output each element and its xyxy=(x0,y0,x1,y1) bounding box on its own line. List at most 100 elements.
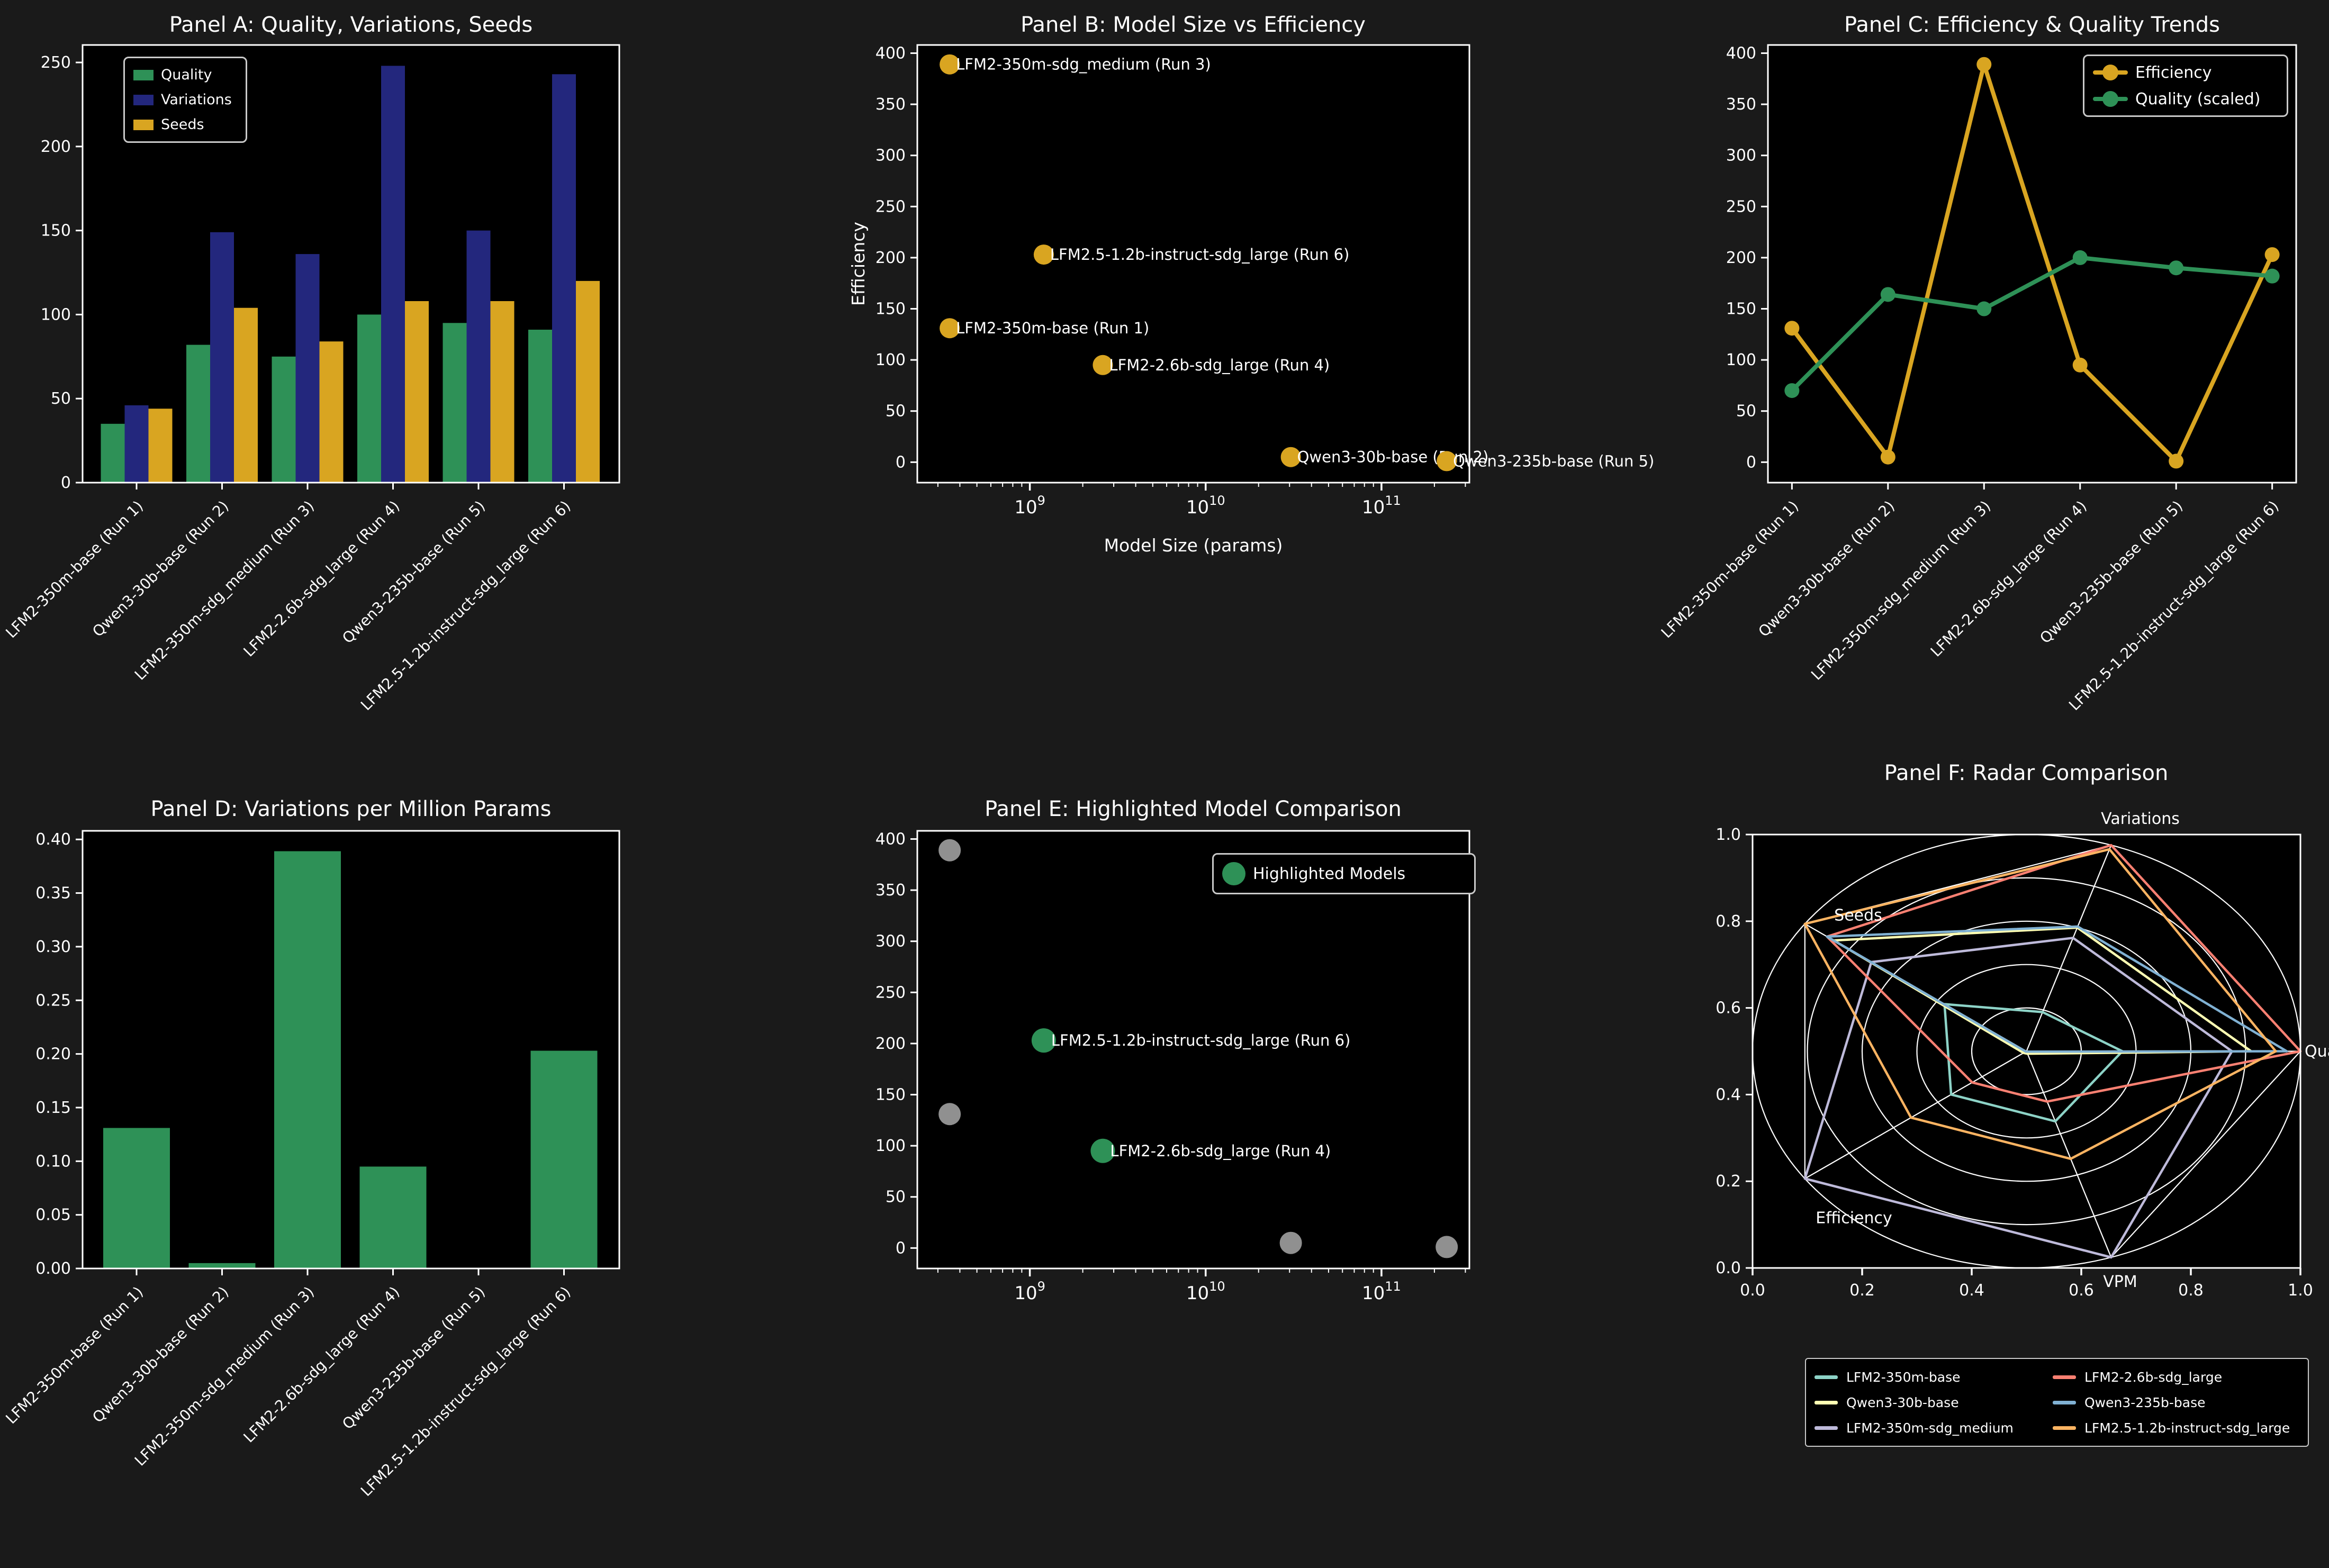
point-label: LFM2.5-1.2b-instruct-sdg_large (Run 6) xyxy=(1051,1031,1350,1049)
bar-quality-4 xyxy=(357,314,381,483)
y-tick-label: 200 xyxy=(41,138,71,156)
y-tick-label: 0.30 xyxy=(35,938,71,956)
x-tick-label: 0.2 xyxy=(1849,1281,1875,1300)
model-1-swatch xyxy=(1815,1375,1838,1379)
x-tick-label: LFM2.5-1.2b-instruct-sdg_large (Run 6) xyxy=(2065,497,2282,714)
y-tick-label: 0.05 xyxy=(35,1206,71,1225)
scatter-point xyxy=(1280,447,1301,467)
line-marker xyxy=(1784,321,1800,336)
x-tick-label: 109 xyxy=(1014,493,1045,518)
line-marker xyxy=(1880,287,1895,302)
panel-f-plot: 0.0 0.0 0.2 0.2 0.4 0.4 0.6 0.6 0.8 0.8 1.0 1.0 Qual… xyxy=(1716,810,2329,1300)
radar-axis-label-variations: Variations xyxy=(2101,810,2180,828)
bar-seeds-1 xyxy=(148,409,173,483)
model-2-swatch xyxy=(1815,1400,1838,1404)
panel-a-title: Panel A: Quality, Variations, Seeds xyxy=(169,13,533,37)
radar-series-LFM2-2.6b-sdg_large xyxy=(1826,844,2302,1103)
radar-series-Qwen3-235b-base xyxy=(1826,925,2288,1053)
y-tick-label: 150 xyxy=(41,222,71,240)
y-tick-label: 0.10 xyxy=(35,1152,71,1171)
legend-item-model-4: LFM2-2.6b-sdg_large xyxy=(2047,1364,2305,1390)
panel-d-title: Panel D: Variations per Million Params xyxy=(150,797,552,821)
legend-item-model-3: LFM2-350m-sdg_medium xyxy=(1809,1415,2047,1440)
highlighted-dot xyxy=(1222,862,1245,885)
y-tick-label: 0.2 xyxy=(1716,1172,1741,1191)
legend-item-efficiency: Efficiency xyxy=(2084,59,2287,86)
panel-b-plot: 109 1010 1011 0 50 100 150 200 250 300 350 400 LFM2-… xyxy=(848,44,1654,556)
y-tick-label: 150 xyxy=(875,1086,906,1104)
y-tick-label: 100 xyxy=(41,305,71,324)
scatter-point xyxy=(1436,1236,1458,1258)
bar-vpm-4 xyxy=(359,1166,427,1268)
x-tick-label: LFM2-2.6b-sdg_large (Run 4) xyxy=(240,1283,403,1446)
legend-label: Quality xyxy=(161,67,212,83)
legend-label: Highlighted Models xyxy=(1253,864,1406,883)
legend-label: Qwen3-30b-base xyxy=(1846,1394,1959,1410)
y-tick-label: 250 xyxy=(1726,197,1756,216)
x-axis-label: Model Size (params) xyxy=(1104,535,1283,556)
line-marker xyxy=(2072,250,2088,265)
line-marker xyxy=(2169,454,2184,469)
x-tick-label: 1010 xyxy=(1186,493,1225,518)
scatter-point xyxy=(938,1103,961,1126)
scatter-point xyxy=(1033,244,1054,265)
point-label: LFM2-350m-base (Run 1) xyxy=(956,319,1149,337)
radar-series-LFM2-350m-base xyxy=(1943,1003,2124,1123)
highlighted-point xyxy=(1090,1138,1115,1163)
quality-swatch xyxy=(133,69,154,80)
y-tick-label: 250 xyxy=(41,53,71,72)
y-tick-label: 100 xyxy=(1726,351,1756,369)
point-label: LFM2-2.6b-sdg_large (Run 4) xyxy=(1109,356,1330,374)
line-marker xyxy=(1784,383,1800,398)
panel-b-title: Panel B: Model Size vs Efficiency xyxy=(1021,13,1366,37)
x-tick-label: LFM2-350m-base (Run 1) xyxy=(2,497,147,642)
legend-item-model-2: Qwen3-30b-base xyxy=(1809,1390,2047,1415)
line-marker xyxy=(1976,57,1992,72)
legend-item-quality-scaled: Quality (scaled) xyxy=(2084,86,2287,112)
y-tick-label: 350 xyxy=(875,881,906,900)
bar-seeds-5 xyxy=(490,301,514,483)
y-tick-label: 0.6 xyxy=(1716,999,1741,1018)
y-tick-label: 50 xyxy=(886,402,906,421)
line-marker xyxy=(1976,301,1992,316)
legend-item-seeds: Seeds xyxy=(125,112,246,137)
bar-variations-6 xyxy=(552,74,576,483)
y-tick-label: 1.0 xyxy=(1716,826,1741,844)
x-tick-label: Qwen3-235b-base (Run 5) xyxy=(339,1283,489,1433)
legend-label: Variations xyxy=(161,92,232,108)
y-tick-label: 400 xyxy=(875,830,906,848)
y-tick-label: 0 xyxy=(896,453,906,472)
legend-item-model-1: LFM2-350m-base xyxy=(1809,1364,2047,1390)
x-tick-label: LFM2-2.6b-sdg_large (Run 4) xyxy=(1927,497,2090,660)
legend-label: Qwen3-235b-base xyxy=(2084,1394,2206,1410)
y-tick-label: 300 xyxy=(875,147,906,165)
line-marker xyxy=(1880,449,1895,465)
x-tick-label: 1011 xyxy=(1362,493,1401,518)
bar-seeds-2 xyxy=(234,307,258,483)
x-tick-label: LFM2-350m-sdg_medium (Run 3) xyxy=(131,497,318,684)
legend-label: Quality (scaled) xyxy=(2135,89,2261,108)
efficiency-dot xyxy=(2102,65,2118,80)
radar-spoke xyxy=(2026,1051,2112,1258)
scatter-point xyxy=(938,839,961,862)
bar-seeds-4 xyxy=(405,301,429,483)
x-tick-label: Qwen3-30b-base (Run 2) xyxy=(89,1283,232,1426)
y-tick-label: 0.0 xyxy=(1716,1259,1741,1277)
y-tick-label: 300 xyxy=(1726,147,1756,165)
y-tick-label: 50 xyxy=(1736,402,1756,421)
y-tick-label: 0.20 xyxy=(35,1045,71,1064)
bar-variations-2 xyxy=(210,232,234,483)
y-tick-label: 200 xyxy=(875,1035,906,1053)
legend-label: LFM2-350m-sdg_medium xyxy=(1846,1420,2014,1436)
y-tick-label: 0.00 xyxy=(35,1259,71,1278)
point-label: Qwen3-235b-base (Run 5) xyxy=(1453,452,1654,470)
radar-spoke xyxy=(1804,1050,2027,1180)
y-tick-label: 50 xyxy=(886,1188,906,1207)
y-tick-label: 400 xyxy=(875,44,906,62)
model-4-swatch xyxy=(2053,1375,2076,1379)
bar-variations-5 xyxy=(466,230,491,483)
y-tick-label: 0.35 xyxy=(35,884,71,903)
bar-quality-6 xyxy=(528,329,552,483)
